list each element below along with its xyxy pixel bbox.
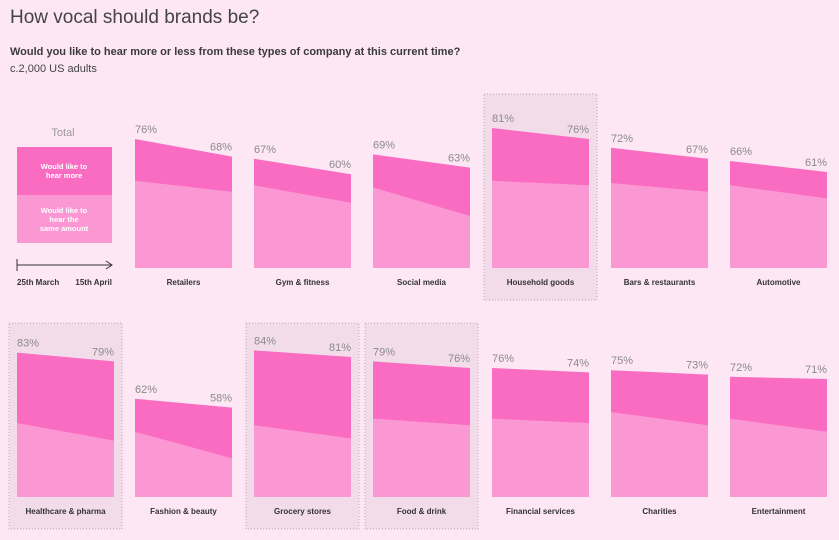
category-label: Fashion & beauty (150, 507, 217, 516)
legend-same-line3: same amount (40, 224, 89, 233)
legend: Total Would like to hear more Would like… (16, 127, 113, 287)
legend-hear-same-swatch (17, 195, 112, 243)
end-value-label: 63% (448, 153, 470, 165)
end-value-label: 58% (210, 393, 232, 405)
hear-same-area (135, 431, 232, 497)
end-value-label: 81% (329, 342, 351, 354)
category-label: Healthcare & pharma (25, 507, 106, 516)
end-value-label: 67% (686, 144, 708, 156)
end-value-label: 73% (686, 360, 708, 372)
hear-same-area (730, 185, 827, 268)
category-label: Automotive (757, 278, 802, 287)
start-value-label: 76% (135, 124, 157, 136)
end-value-label: 74% (567, 357, 589, 369)
hear-same-area (373, 418, 470, 497)
category-label: Social media (397, 278, 446, 287)
category-label: Grocery stores (274, 507, 331, 516)
hear-same-area (492, 180, 589, 268)
page-title: How vocal should brands be? (10, 7, 260, 28)
category-label: Household goods (507, 278, 575, 287)
legend-more-line2: hear more (46, 171, 82, 180)
start-value-label: 66% (730, 146, 752, 158)
legend-same-line1: Would like to (41, 206, 88, 215)
category-panels: 76% 68% Retailers 67% 60% Gym & fitness 69% 63%… (8, 93, 827, 530)
end-value-label: 68% (210, 142, 232, 154)
end-value-label: 60% (329, 159, 351, 171)
start-value-label: 69% (373, 139, 395, 151)
category-label: Bars & restaurants (624, 278, 696, 287)
legend-hear-more-swatch (17, 147, 112, 195)
hear-same-area (611, 183, 708, 268)
category-label: Charities (642, 507, 677, 516)
category-label: Financial services (506, 507, 575, 516)
start-value-label: 67% (254, 144, 276, 156)
legend-timeline-arrow (105, 260, 113, 270)
hear-same-area (730, 418, 827, 497)
start-value-label: 72% (730, 362, 752, 374)
category-label: Retailers (167, 278, 201, 287)
legend-more-line1: Would like to (41, 162, 88, 171)
survey-question: Would you like to hear more or less from… (10, 46, 461, 58)
start-value-label: 75% (611, 355, 633, 367)
category-label: Entertainment (752, 507, 806, 516)
hear-same-area (373, 187, 470, 268)
start-value-label: 84% (254, 335, 276, 347)
end-value-label: 71% (805, 364, 827, 376)
hear-same-area (135, 180, 232, 268)
start-value-label: 81% (492, 113, 514, 125)
start-value-label: 79% (373, 346, 395, 358)
end-value-label: 76% (567, 124, 589, 136)
end-value-label: 76% (448, 353, 470, 365)
legend-total-label: Total (51, 127, 74, 139)
sample-base: c.2,000 US adults (10, 63, 97, 75)
start-value-label: 62% (135, 384, 157, 396)
end-value-label: 79% (92, 346, 114, 358)
legend-same-line2: hear the (49, 215, 78, 224)
hear-same-area (17, 423, 114, 497)
start-value-label: 72% (611, 133, 633, 145)
category-label: Gym & fitness (276, 278, 330, 287)
hear-same-area (611, 412, 708, 497)
legend-end-date: 15th April (75, 278, 112, 287)
hear-same-area (254, 185, 351, 268)
legend-start-date: 25th March (17, 278, 59, 287)
start-value-label: 76% (492, 353, 514, 365)
hear-same-area (492, 418, 589, 497)
hear-same-area (254, 425, 351, 497)
end-value-label: 61% (805, 157, 827, 169)
start-value-label: 83% (17, 338, 39, 350)
category-label: Food & drink (397, 507, 447, 516)
